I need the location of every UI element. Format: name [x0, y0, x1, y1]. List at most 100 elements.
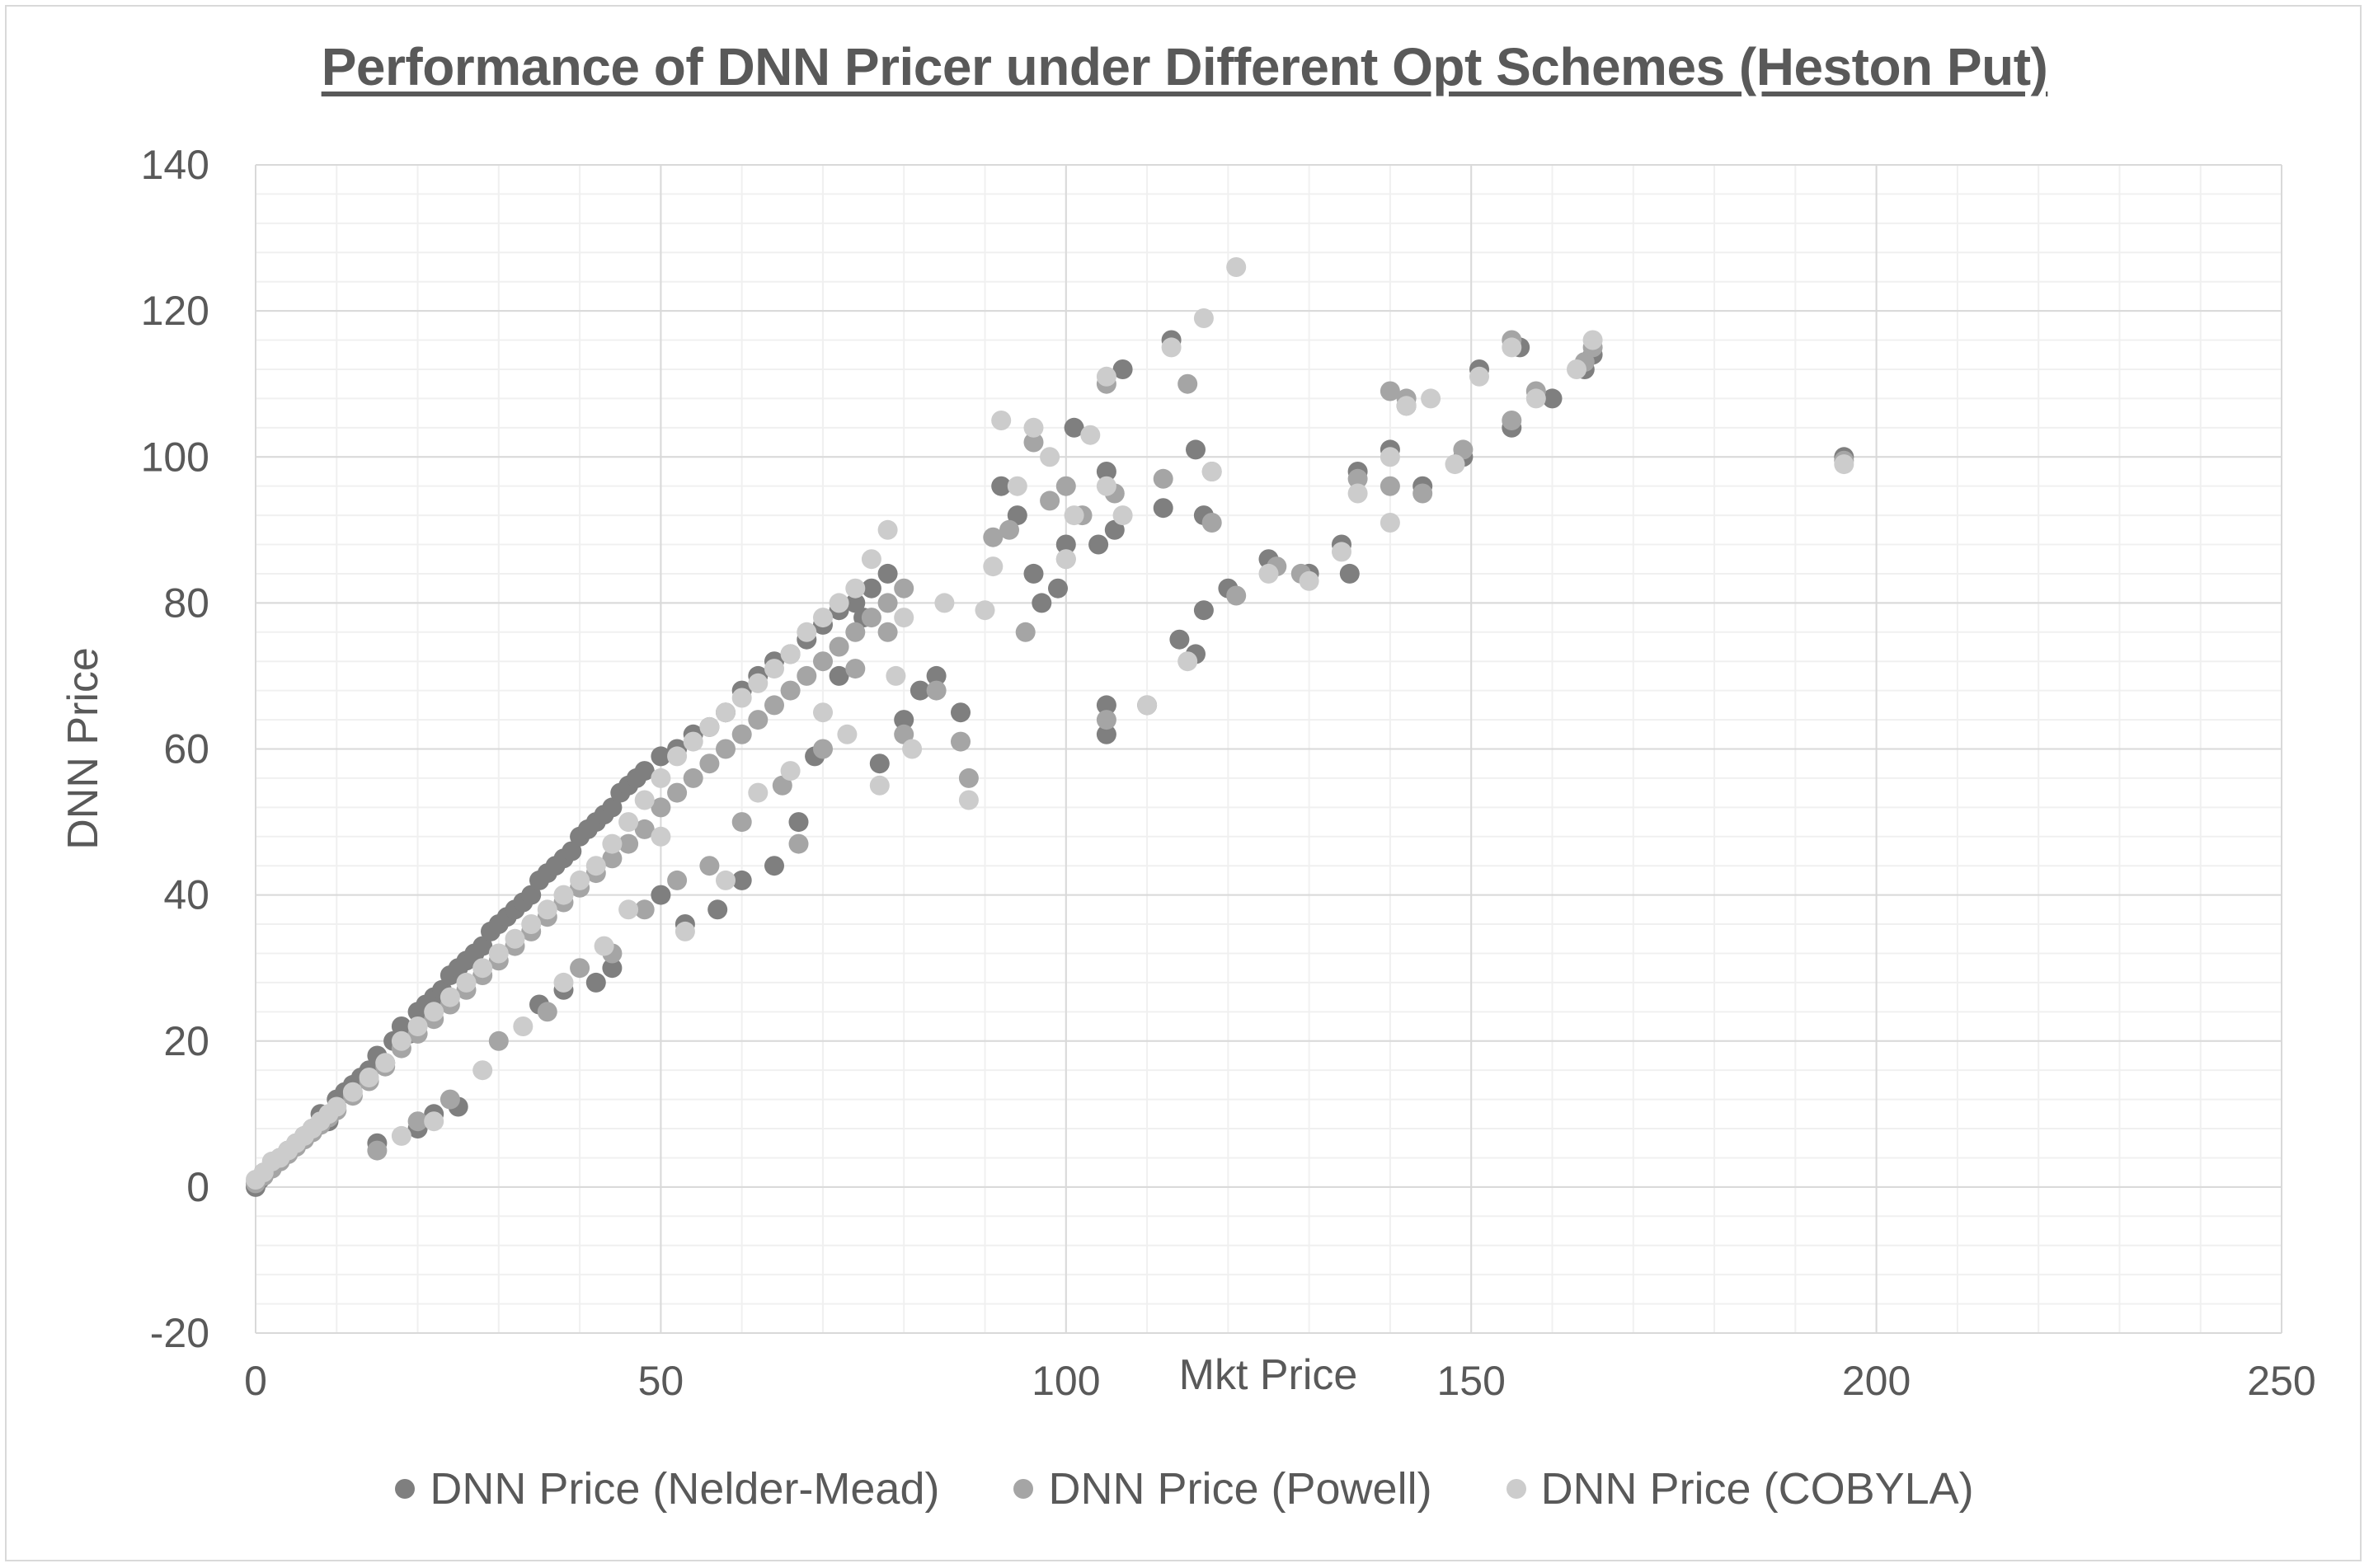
data-point	[505, 928, 525, 949]
data-point	[1137, 695, 1158, 716]
data-point	[1055, 534, 1076, 555]
data-point	[1201, 462, 1222, 481]
data-point	[634, 899, 655, 920]
data-point	[537, 899, 557, 920]
data-point	[1177, 651, 1198, 672]
data-point	[1023, 432, 1044, 453]
data-point	[1153, 468, 1173, 489]
data-point	[651, 797, 671, 818]
data-point	[1104, 519, 1125, 540]
data-point	[675, 921, 695, 941]
data-point	[1055, 549, 1076, 570]
y-tick-label: -20	[150, 1310, 209, 1356]
data-point	[716, 702, 736, 723]
data-point	[1412, 483, 1433, 504]
data-point	[1299, 570, 1319, 591]
data-point	[991, 476, 1012, 496]
data-point	[472, 936, 493, 956]
data-point	[602, 797, 623, 818]
data-point	[602, 958, 623, 979]
data-point	[667, 746, 688, 767]
data-point	[1040, 447, 1060, 467]
data-point	[958, 790, 979, 810]
data-point	[716, 870, 736, 890]
data-point	[618, 812, 639, 833]
data-point	[748, 673, 769, 693]
data-point	[1525, 388, 1546, 409]
y-tick-label: 120	[141, 288, 209, 334]
chart-frame	[5, 5, 2362, 1561]
data-point	[1080, 425, 1101, 445]
data-point	[1193, 600, 1214, 621]
x-tick-label: 200	[1842, 1358, 1911, 1404]
data-point	[772, 775, 792, 796]
data-point	[797, 665, 817, 686]
data-point	[602, 833, 623, 854]
data-point	[1582, 330, 1603, 350]
data-point	[910, 680, 930, 701]
data-point	[424, 1002, 444, 1022]
data-point	[886, 665, 906, 686]
data-point	[521, 914, 542, 934]
data-point	[1396, 396, 1417, 416]
x-tick-label: 50	[638, 1358, 684, 1404]
data-point	[456, 972, 477, 993]
data-point	[764, 659, 784, 679]
data-point	[407, 1111, 428, 1132]
data-point	[1096, 724, 1116, 744]
data-point	[999, 519, 1019, 540]
data-point	[813, 739, 833, 759]
data-point	[699, 753, 720, 774]
data-point	[651, 826, 671, 847]
data-point	[731, 812, 752, 833]
data-point	[1153, 498, 1173, 519]
data-point	[407, 1016, 428, 1036]
data-point	[488, 943, 509, 964]
data-point	[1040, 491, 1060, 511]
data-point	[488, 1030, 509, 1051]
data-point	[1023, 417, 1044, 438]
data-points	[246, 257, 1854, 1197]
data-point	[1048, 578, 1068, 599]
data-point	[877, 563, 898, 584]
data-point	[731, 870, 752, 890]
data-point	[894, 724, 914, 744]
data-point	[748, 710, 769, 730]
data-point	[1347, 468, 1368, 489]
data-point	[594, 936, 614, 956]
data-point	[1502, 411, 1522, 430]
data-point	[585, 972, 606, 993]
data-point	[764, 695, 784, 716]
data-point	[894, 578, 914, 599]
data-point	[1088, 534, 1109, 555]
y-tick-label: 20	[163, 1018, 209, 1064]
y-axis-title: DNN Price	[59, 647, 107, 850]
data-point	[861, 549, 881, 570]
data-point	[991, 411, 1012, 430]
data-point	[764, 856, 784, 876]
data-point	[667, 870, 688, 890]
data-point	[1096, 366, 1116, 387]
legend-label-cobyla: DNN Price (COBYLA)	[1540, 1464, 1974, 1514]
data-point	[342, 1082, 363, 1102]
data-point	[651, 746, 671, 767]
data-point	[1064, 505, 1084, 526]
data-point	[983, 556, 1004, 577]
data-point	[634, 790, 655, 810]
data-point	[513, 1016, 533, 1036]
data-point	[391, 1030, 411, 1051]
data-point	[1380, 447, 1400, 467]
data-point	[553, 885, 574, 905]
data-point	[602, 848, 623, 869]
data-point	[869, 775, 890, 796]
x-tick-label: 150	[1436, 1358, 1505, 1404]
data-point	[877, 593, 898, 613]
data-point	[894, 710, 914, 730]
data-point	[788, 812, 809, 833]
data-point	[1112, 505, 1133, 526]
data-point	[651, 885, 671, 905]
data-point	[1226, 585, 1247, 606]
data-point	[1015, 622, 1036, 642]
data-point	[1453, 439, 1474, 460]
data-point	[1834, 454, 1854, 475]
